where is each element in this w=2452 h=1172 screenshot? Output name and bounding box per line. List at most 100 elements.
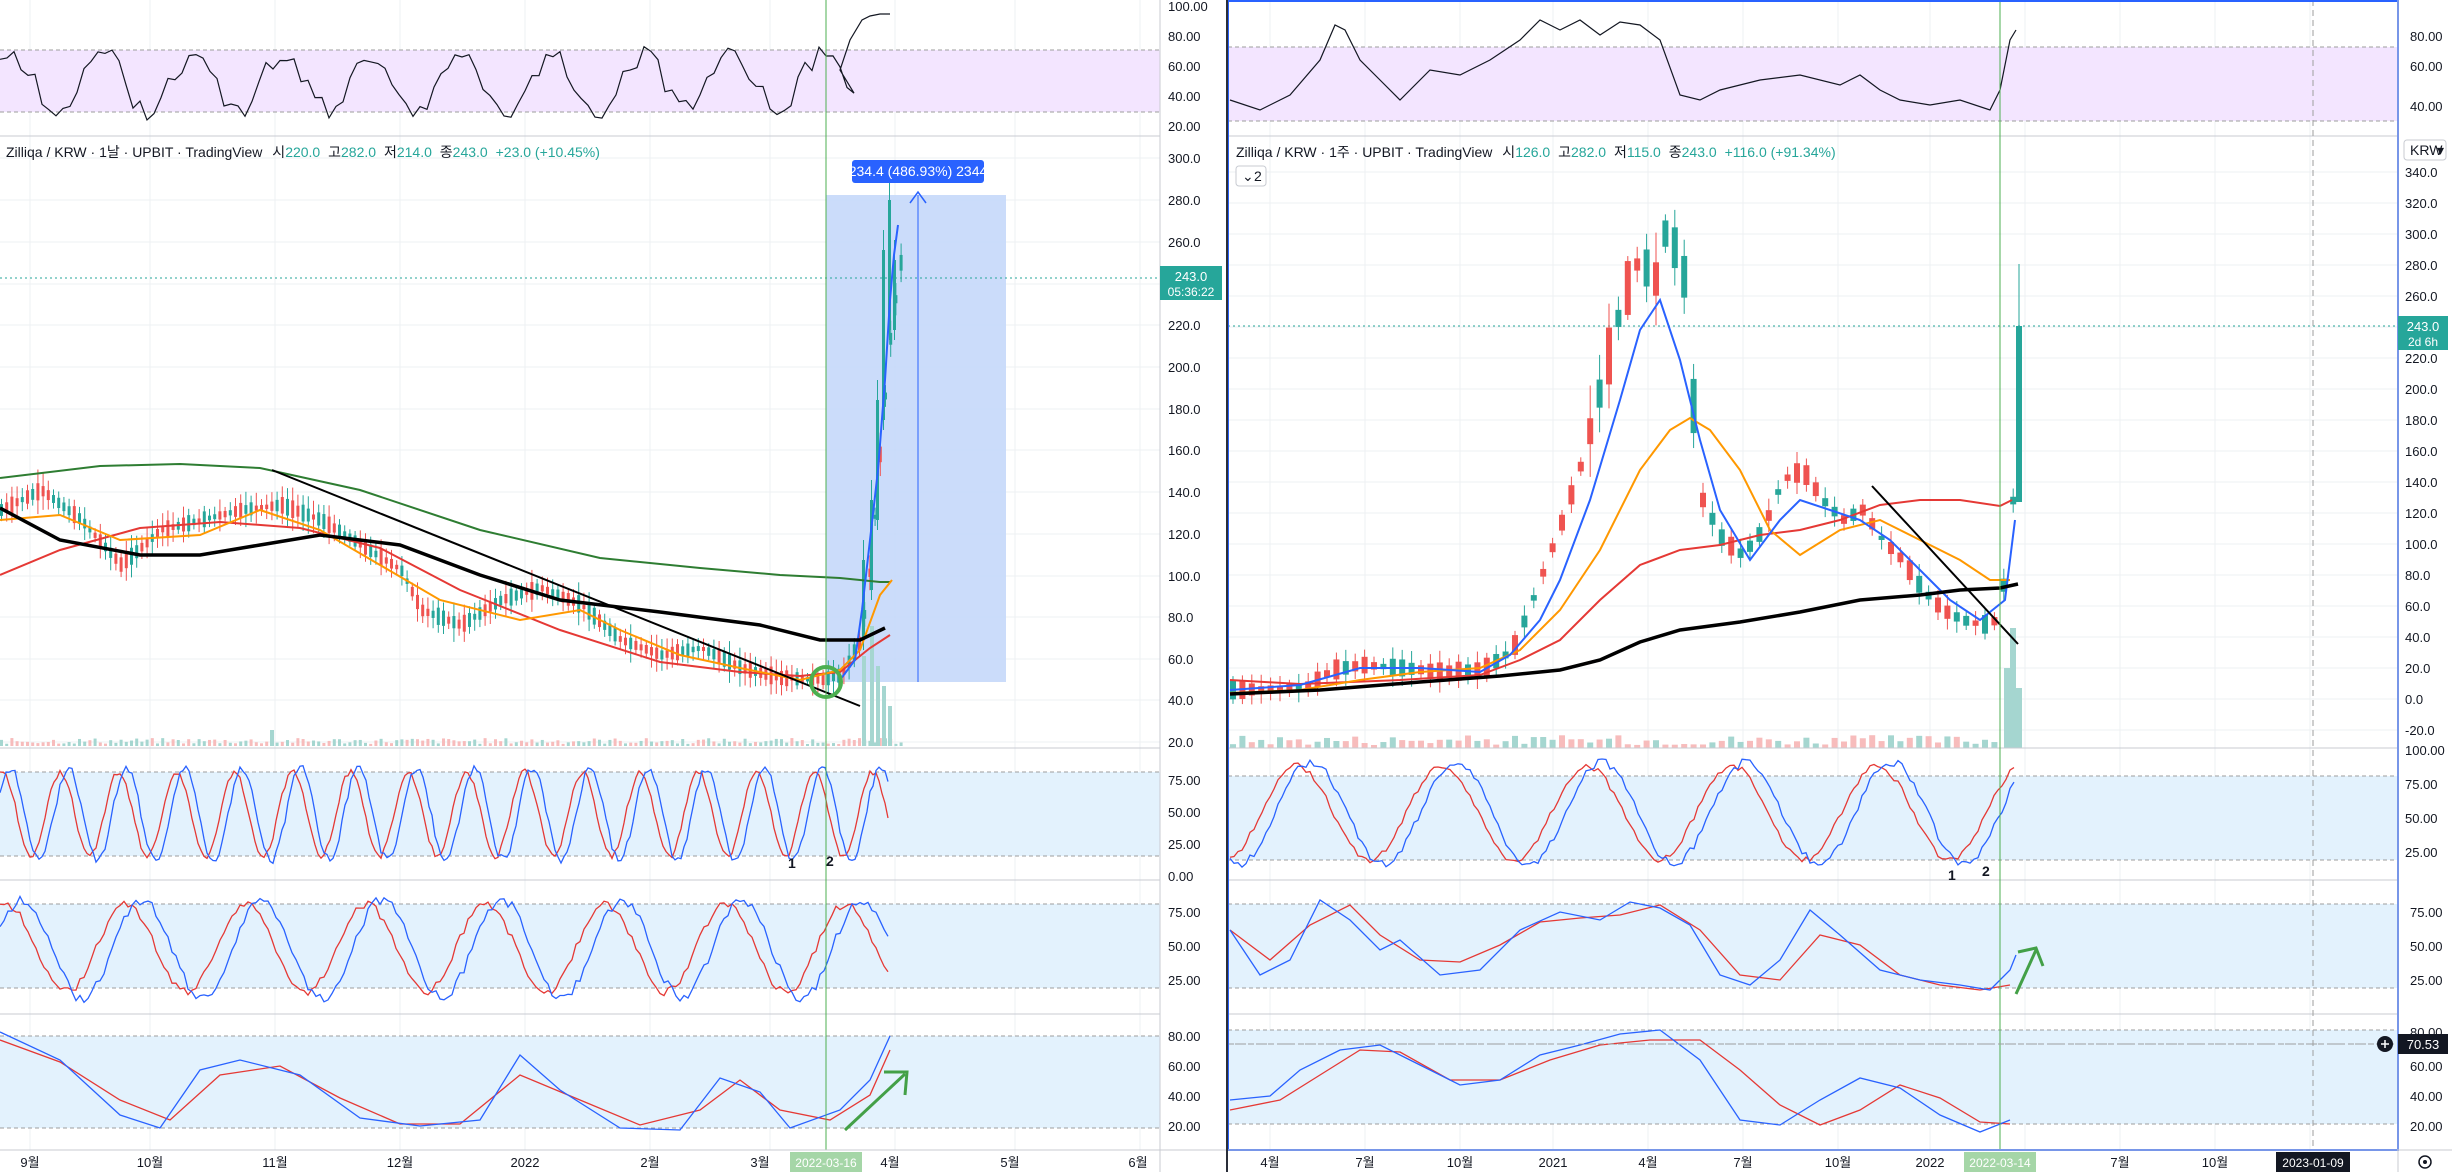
chevron-down-icon: ⌄	[1242, 168, 1254, 184]
candle-body	[20, 497, 24, 503]
candle-body	[468, 613, 471, 627]
measure-range-box[interactable]	[826, 195, 1006, 682]
left-time-axis[interactable]: 9월 10월 11월 12월 2022 2월 3월 4월 5월 6월 2022-03-16	[20, 1152, 1148, 1172]
add-level-button[interactable]	[2377, 1036, 2393, 1052]
candle-body	[67, 506, 71, 516]
price-tick-label: 100.0	[1168, 569, 1201, 584]
volume-bar	[390, 743, 393, 746]
volume-bar	[1963, 741, 1970, 748]
volume-bar	[1530, 737, 1537, 748]
volume-bar	[535, 742, 539, 746]
candle-body	[1596, 379, 1603, 408]
candle-body	[1615, 309, 1622, 327]
volume-bar	[1784, 744, 1791, 748]
candle-body	[546, 586, 549, 595]
indicator-collapse-button[interactable]	[1235, 165, 1267, 187]
stoch-tick-label: 75.00	[2410, 905, 2443, 920]
candle-body	[416, 594, 419, 610]
volume-bar	[1493, 744, 1500, 748]
volume-bar	[540, 739, 544, 746]
volume-bar	[722, 738, 726, 746]
volume-bar	[712, 741, 716, 746]
volume-bar	[811, 739, 815, 746]
volume-bar	[379, 738, 383, 746]
candle-body	[306, 508, 310, 522]
volume-bar	[686, 743, 690, 746]
right-legend: Zilliqa / KRW · 1주 · UPBIT · TradingView…	[1236, 144, 1836, 160]
measure-arrow-icon	[909, 190, 927, 204]
candle-body	[291, 500, 295, 518]
stoch-tick-label: 25.00	[1168, 973, 1201, 988]
right-ma-red	[1229, 499, 2013, 686]
volume-bar	[161, 738, 165, 746]
left-price-axis[interactable]: 300.0280.0260.0240.0220.0200.0180.0160.0…	[1160, 0, 1222, 1134]
candle-body	[728, 654, 731, 670]
volume-bar	[0, 739, 3, 746]
candle-body	[1258, 686, 1265, 693]
price-tick-label: -20.0	[2405, 723, 2435, 738]
candle-body	[889, 332, 893, 345]
candle-body	[223, 510, 227, 518]
volume-bar	[1991, 742, 1998, 748]
volume-bar	[707, 738, 711, 746]
settings-button[interactable]	[2418, 1155, 2432, 1169]
right-time-axis[interactable]: 4월7월10월20214월7월10월20224월7월10월2022-03-142…	[1260, 1152, 2350, 1172]
candle-body	[2016, 326, 2022, 502]
volume-bar	[1756, 737, 1763, 748]
volume-bar	[483, 738, 487, 746]
stoch-tick-label: 100.00	[2405, 743, 2445, 758]
volume-bar	[140, 741, 144, 746]
candle-body	[878, 446, 882, 463]
volume-bar	[816, 742, 820, 746]
candle-body	[234, 506, 237, 517]
right-price-axis[interactable]: 340.0320.0300.0280.0260.0240.0220.0200.0…	[2398, 29, 2448, 1134]
right-legend-h-label: 고	[1558, 144, 1571, 160]
candle-body	[119, 557, 123, 572]
candle-body	[1446, 665, 1453, 678]
candle-body	[1869, 518, 1876, 530]
volume-bar	[1878, 741, 1885, 748]
candle-body	[816, 676, 820, 684]
volume-bar	[691, 743, 695, 746]
volume-bar	[1700, 744, 1706, 748]
candle-body	[140, 542, 144, 552]
left-stoch1-k	[0, 764, 889, 865]
volume-bar	[525, 742, 529, 746]
candle-body	[1709, 512, 1716, 525]
plus-icon-mark	[2381, 1040, 2389, 1048]
volume-bar	[1248, 742, 1255, 748]
volume-bar	[20, 741, 24, 746]
candle-body	[192, 518, 196, 526]
volume-bar	[1737, 741, 1744, 748]
volume-bar	[343, 743, 347, 746]
left-rsi-line	[0, 13, 890, 122]
volume-bar	[738, 742, 742, 746]
volume-bar	[618, 740, 622, 746]
left-ma-blue	[839, 224, 899, 681]
price-tick-label: 120.0	[2405, 506, 2438, 521]
volume-bar	[1258, 739, 1265, 748]
right-ma-black	[1229, 582, 2019, 696]
candle-body	[1352, 661, 1359, 672]
candle-body	[540, 585, 544, 592]
layout-separator[interactable]	[1226, 0, 1228, 1172]
left-stoch3-k	[0, 1031, 891, 1131]
volume-bar	[296, 738, 300, 746]
candle-body	[2010, 496, 2017, 505]
candle-body	[358, 540, 362, 548]
candle-body	[1530, 595, 1537, 601]
candle-body	[870, 500, 873, 590]
left-stoch2-k	[0, 895, 889, 1004]
candle-body	[317, 512, 321, 526]
time-tick-label: 6월	[1128, 1155, 1147, 1170]
currency-button[interactable]	[2403, 139, 2447, 161]
measure-label-box[interactable]	[852, 160, 984, 183]
volume-bar	[551, 741, 555, 746]
candle-body	[1643, 249, 1650, 287]
volume-bar	[1389, 737, 1396, 748]
candle-body	[364, 540, 367, 555]
right-trendline[interactable]	[1871, 485, 2019, 645]
candle-body	[1662, 220, 1669, 247]
left-trendline[interactable]	[271, 469, 861, 707]
